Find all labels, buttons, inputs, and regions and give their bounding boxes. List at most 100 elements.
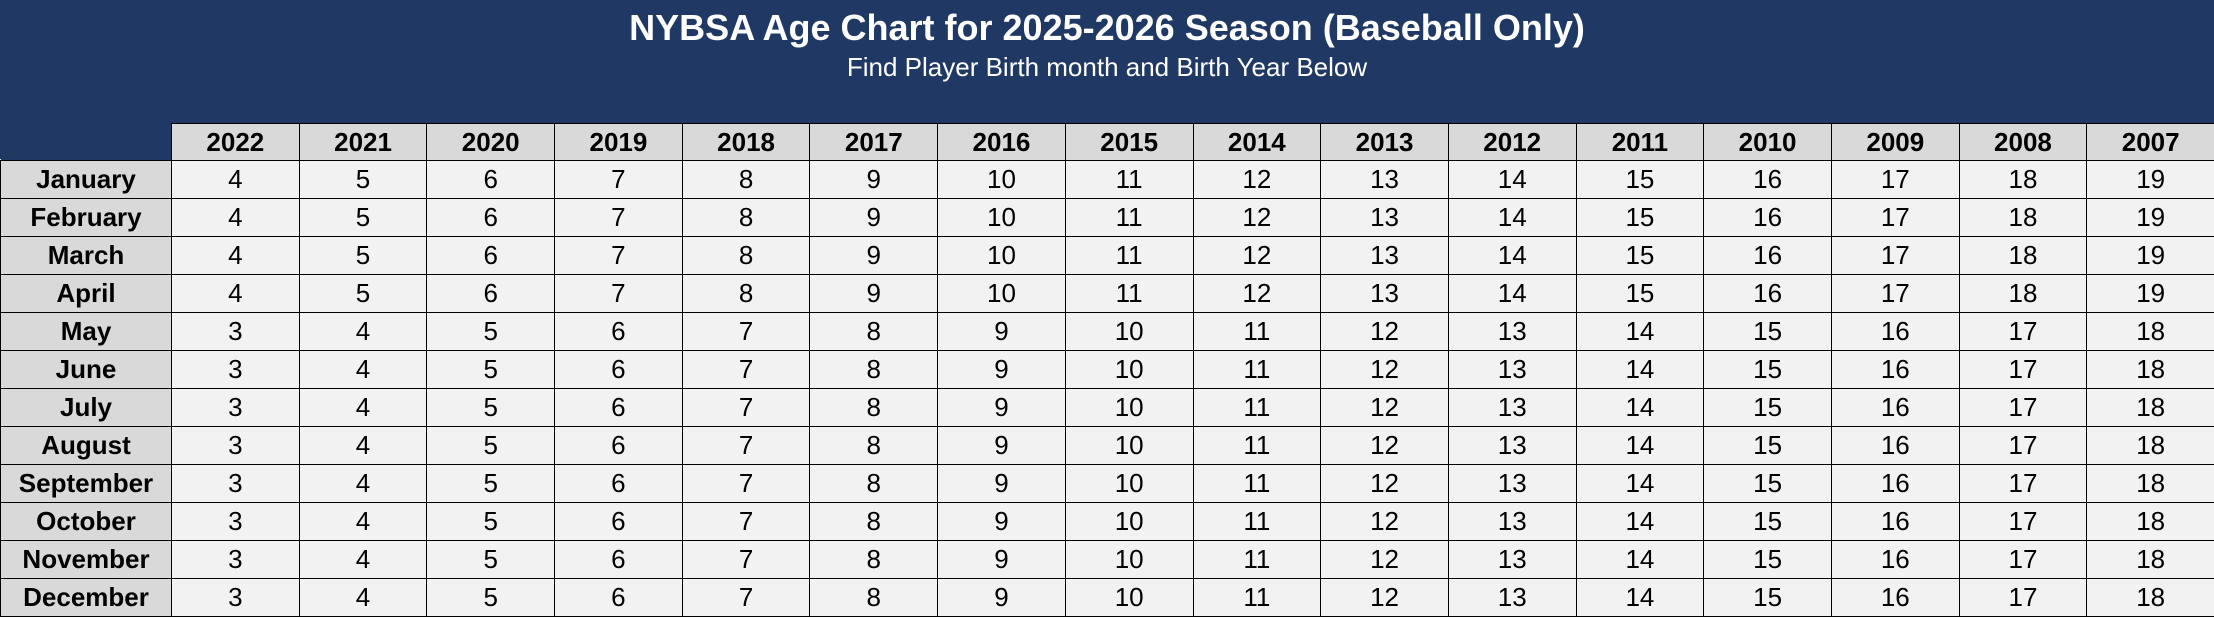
age-cell: 18 (1958, 274, 2088, 313)
age-cell: 7 (681, 426, 811, 465)
month-label: August (0, 426, 172, 465)
age-cell: 4 (298, 502, 428, 541)
age-cell: 13 (1447, 502, 1577, 541)
age-cell: 8 (809, 312, 939, 351)
year-header-2020: 2020 (426, 123, 556, 161)
age-cell: 7 (681, 464, 811, 503)
age-cell: 6 (554, 388, 683, 427)
age-cell: 11 (1192, 350, 1322, 389)
age-cell: 6 (426, 160, 556, 199)
age-cell: 6 (554, 578, 683, 617)
age-cell: 17 (1830, 198, 1960, 237)
age-cell: 7 (681, 388, 811, 427)
age-cell: 12 (1192, 236, 1322, 275)
year-header-2018: 2018 (681, 123, 811, 161)
age-cell: 10 (937, 236, 1066, 275)
age-cell: 15 (1575, 160, 1705, 199)
age-cell: 16 (1703, 160, 1832, 199)
age-cell: 8 (809, 464, 939, 503)
age-cell: 14 (1575, 388, 1705, 427)
table-body: January 4 5 6 7 8 9 10 11 12 13 14 15 16 17 18 19 Februar… (0, 160, 2214, 617)
age-cell: 15 (1703, 350, 1832, 389)
table-row: November 3 4 5 6 7 8 9 10 11 12 13 14 15 16 17 18 (0, 540, 2214, 579)
age-cell: 15 (1703, 502, 1832, 541)
age-cell: 10 (1064, 312, 1194, 351)
age-cell: 14 (1575, 426, 1705, 465)
age-cell: 19 (2086, 198, 2214, 237)
age-cell: 12 (1320, 426, 1449, 465)
year-header-2008: 2008 (1958, 123, 2088, 161)
age-cell: 16 (1830, 502, 1960, 541)
year-header-2007: 2007 (2086, 123, 2214, 161)
age-cell: 4 (298, 312, 428, 351)
age-cell: 18 (1958, 236, 2088, 275)
age-cell: 13 (1447, 350, 1577, 389)
age-cell: 19 (2086, 160, 2214, 199)
age-cell: 10 (937, 160, 1066, 199)
age-cell: 14 (1575, 464, 1705, 503)
age-cell: 17 (1830, 160, 1960, 199)
month-label: January (0, 160, 172, 199)
age-cell: 8 (809, 350, 939, 389)
age-cell: 15 (1703, 540, 1832, 579)
age-cell: 5 (298, 236, 428, 275)
age-cell: 9 (937, 578, 1066, 617)
age-cell: 8 (681, 274, 811, 313)
age-cell: 13 (1320, 160, 1449, 199)
age-cell: 13 (1447, 578, 1577, 617)
age-cell: 17 (1958, 578, 2088, 617)
age-cell: 11 (1192, 388, 1322, 427)
age-cell: 16 (1830, 540, 1960, 579)
age-cell: 19 (2086, 236, 2214, 275)
age-cell: 16 (1830, 388, 1960, 427)
age-cell: 11 (1064, 274, 1194, 313)
age-cell: 16 (1703, 236, 1832, 275)
age-cell: 11 (1192, 578, 1322, 617)
age-cell: 17 (1830, 236, 1960, 275)
age-cell: 12 (1320, 350, 1449, 389)
age-cell: 12 (1320, 540, 1449, 579)
age-cell: 13 (1447, 426, 1577, 465)
age-cell: 6 (426, 198, 556, 237)
age-cell: 8 (809, 578, 939, 617)
age-cell: 5 (426, 502, 556, 541)
month-label: December (0, 578, 172, 617)
age-cell: 9 (937, 502, 1066, 541)
age-cell: 13 (1447, 540, 1577, 579)
age-cell: 9 (937, 388, 1066, 427)
table-row: September 3 4 5 6 7 8 9 10 11 12 13 14 15 16 17 18 (0, 464, 2214, 503)
age-cell: 15 (1703, 464, 1832, 503)
age-cell: 14 (1575, 312, 1705, 351)
table-row: January 4 5 6 7 8 9 10 11 12 13 14 15 16 17 18 19 (0, 160, 2214, 199)
age-cell: 17 (1958, 502, 2088, 541)
age-cell: 3 (171, 426, 300, 465)
age-cell: 8 (809, 502, 939, 541)
age-cell: 7 (681, 312, 811, 351)
age-cell: 13 (1320, 198, 1449, 237)
age-cell: 14 (1447, 236, 1577, 275)
age-cell: 15 (1575, 274, 1705, 313)
age-cell: 7 (554, 198, 683, 237)
age-cell: 7 (681, 350, 811, 389)
age-cell: 3 (171, 502, 300, 541)
age-cell: 7 (681, 578, 811, 617)
age-cell: 5 (426, 540, 556, 579)
age-cell: 4 (298, 578, 428, 617)
age-cell: 4 (298, 426, 428, 465)
month-label: May (0, 312, 172, 351)
age-cell: 16 (1703, 198, 1832, 237)
age-cell: 6 (554, 502, 683, 541)
year-header-row: 2022 2021 2020 2019 2018 2017 2016 2015 2014 2013… (0, 123, 2214, 161)
page-subtitle: Find Player Birth month and Birth Year B… (846, 52, 1368, 82)
year-header-2017: 2017 (809, 123, 939, 161)
age-cell: 3 (171, 464, 300, 503)
age-cell: 18 (2086, 540, 2214, 579)
age-cell: 8 (809, 540, 939, 579)
month-label: November (0, 540, 172, 579)
age-cell: 16 (1830, 426, 1960, 465)
age-cell: 4 (171, 236, 300, 275)
age-cell: 11 (1064, 236, 1194, 275)
table-row: July 3 4 5 6 7 8 9 10 11 12 13 14 15 16 17 18 (0, 388, 2214, 427)
age-cell: 10 (1064, 464, 1194, 503)
table-row: April 4 5 6 7 8 9 10 11 12 13 14 15 16 17 18 19 (0, 274, 2214, 313)
